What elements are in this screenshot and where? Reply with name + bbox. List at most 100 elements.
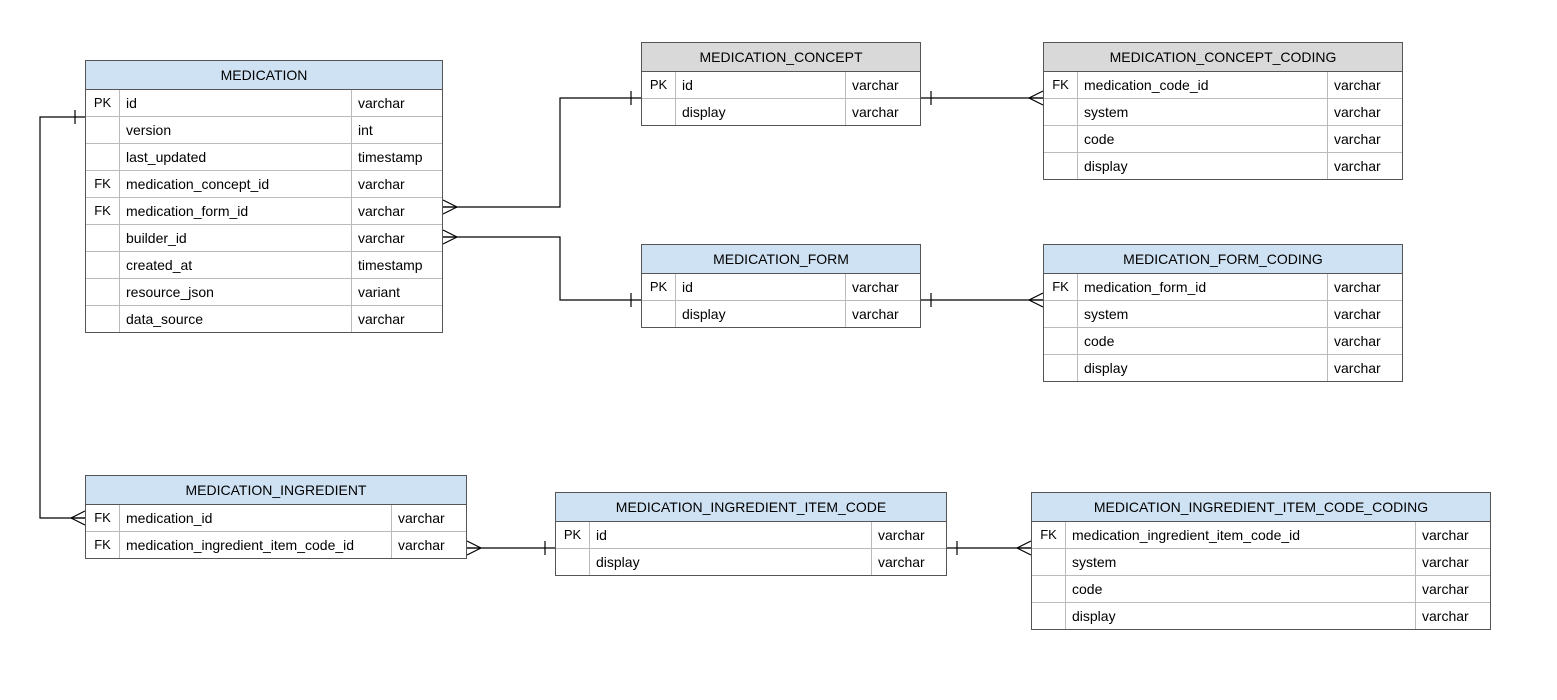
column-type: varchar [1328,355,1402,381]
key-indicator [1044,301,1078,327]
key-indicator: FK [1044,274,1078,300]
key-indicator [556,549,590,575]
entity-row: systemvarchar [1044,300,1402,327]
column-type: varchar [1328,274,1402,300]
entity-row: FKmedication_form_idvarchar [1044,274,1402,300]
entity-row: created_attimestamp [86,251,442,278]
key-indicator [1044,126,1078,152]
column-name: medication_form_id [120,198,352,224]
entity-medication_form_coding: MEDICATION_FORM_CODINGFKmedication_form_… [1043,244,1403,382]
entity-row: displayvarchar [1044,152,1402,179]
entity-row: resource_jsonvariant [86,278,442,305]
column-name: medication_code_id [1078,72,1328,98]
column-name: display [1078,153,1328,179]
column-type: varchar [1328,153,1402,179]
column-name: id [590,522,872,548]
entity-medication_ingredient_item_code_coding: MEDICATION_INGREDIENT_ITEM_CODE_CODINGFK… [1031,492,1491,630]
column-type: varchar [392,532,466,558]
entity-row: PKidvarchar [86,90,442,116]
column-type: varchar [352,306,442,332]
entity-row: FKmedication_ingredient_item_code_idvarc… [1032,522,1490,548]
entity-row: last_updatedtimestamp [86,143,442,170]
entity-row: FKmedication_idvarchar [86,505,466,531]
column-name: last_updated [120,144,352,170]
entity-row: PKidvarchar [642,72,920,98]
entity-medication: MEDICATIONPKidvarcharversionintlast_upda… [85,60,443,333]
column-name: display [1078,355,1328,381]
column-name: display [676,99,846,125]
column-type: varchar [1328,328,1402,354]
entity-row: builder_idvarchar [86,224,442,251]
entity-title: MEDICATION_CONCEPT [642,43,920,72]
column-type: varchar [846,301,920,327]
entity-row: systemvarchar [1032,548,1490,575]
entity-row: versionint [86,116,442,143]
column-name: medication_concept_id [120,171,352,197]
entity-row: displayvarchar [1032,602,1490,629]
key-indicator [1044,328,1078,354]
key-indicator: PK [642,72,676,98]
column-type: varchar [1416,522,1490,548]
column-name: system [1066,549,1416,575]
column-name: version [120,117,352,143]
entity-row: displayvarchar [1044,354,1402,381]
column-type: varchar [1416,603,1490,629]
column-type: int [352,117,442,143]
column-name: data_source [120,306,352,332]
entity-title: MEDICATION_FORM_CODING [1044,245,1402,274]
column-name: display [1066,603,1416,629]
key-indicator [1032,603,1066,629]
key-indicator: PK [556,522,590,548]
column-name: display [676,301,846,327]
er-diagram-canvas: MEDICATIONPKidvarcharversionintlast_upda… [0,0,1557,700]
column-type: timestamp [352,144,442,170]
column-type: varchar [846,99,920,125]
entity-title: MEDICATION [86,61,442,90]
column-type: varchar [846,274,920,300]
key-indicator [86,252,120,278]
key-indicator [1032,549,1066,575]
entity-row: displayvarchar [556,548,946,575]
key-indicator [86,117,120,143]
column-name: medication_id [120,505,392,531]
entity-row: FKmedication_code_idvarchar [1044,72,1402,98]
entity-medication_form: MEDICATION_FORMPKidvarchardisplayvarchar [641,244,921,328]
entity-title: MEDICATION_INGREDIENT_ITEM_CODE [556,493,946,522]
key-indicator [86,306,120,332]
key-indicator [86,144,120,170]
entity-row: codevarchar [1044,327,1402,354]
key-indicator [86,225,120,251]
entity-title: MEDICATION_FORM [642,245,920,274]
entity-row: displayvarchar [642,98,920,125]
entity-row: PKidvarchar [642,274,920,300]
column-name: code [1066,576,1416,602]
column-type: varchar [392,505,466,531]
entity-medication_ingredient: MEDICATION_INGREDIENTFKmedication_idvarc… [85,475,467,559]
key-indicator: FK [86,171,120,197]
entity-title: MEDICATION_INGREDIENT [86,476,466,505]
column-name: system [1078,99,1328,125]
entity-row: codevarchar [1044,125,1402,152]
column-name: code [1078,328,1328,354]
column-name: code [1078,126,1328,152]
column-type: varchar [1416,576,1490,602]
column-type: varchar [1328,126,1402,152]
column-type: varchar [352,198,442,224]
column-type: timestamp [352,252,442,278]
entity-row: displayvarchar [642,300,920,327]
key-indicator [1032,576,1066,602]
column-type: varchar [872,549,946,575]
column-type: variant [352,279,442,305]
column-name: id [120,90,352,116]
key-indicator: FK [86,505,120,531]
column-type: varchar [352,171,442,197]
key-indicator: FK [1044,72,1078,98]
key-indicator [1044,153,1078,179]
column-type: varchar [1328,99,1402,125]
entity-title: MEDICATION_CONCEPT_CODING [1044,43,1402,72]
entity-row: codevarchar [1032,575,1490,602]
column-type: varchar [1328,72,1402,98]
entity-row: systemvarchar [1044,98,1402,125]
column-type: varchar [1328,301,1402,327]
column-name: builder_id [120,225,352,251]
